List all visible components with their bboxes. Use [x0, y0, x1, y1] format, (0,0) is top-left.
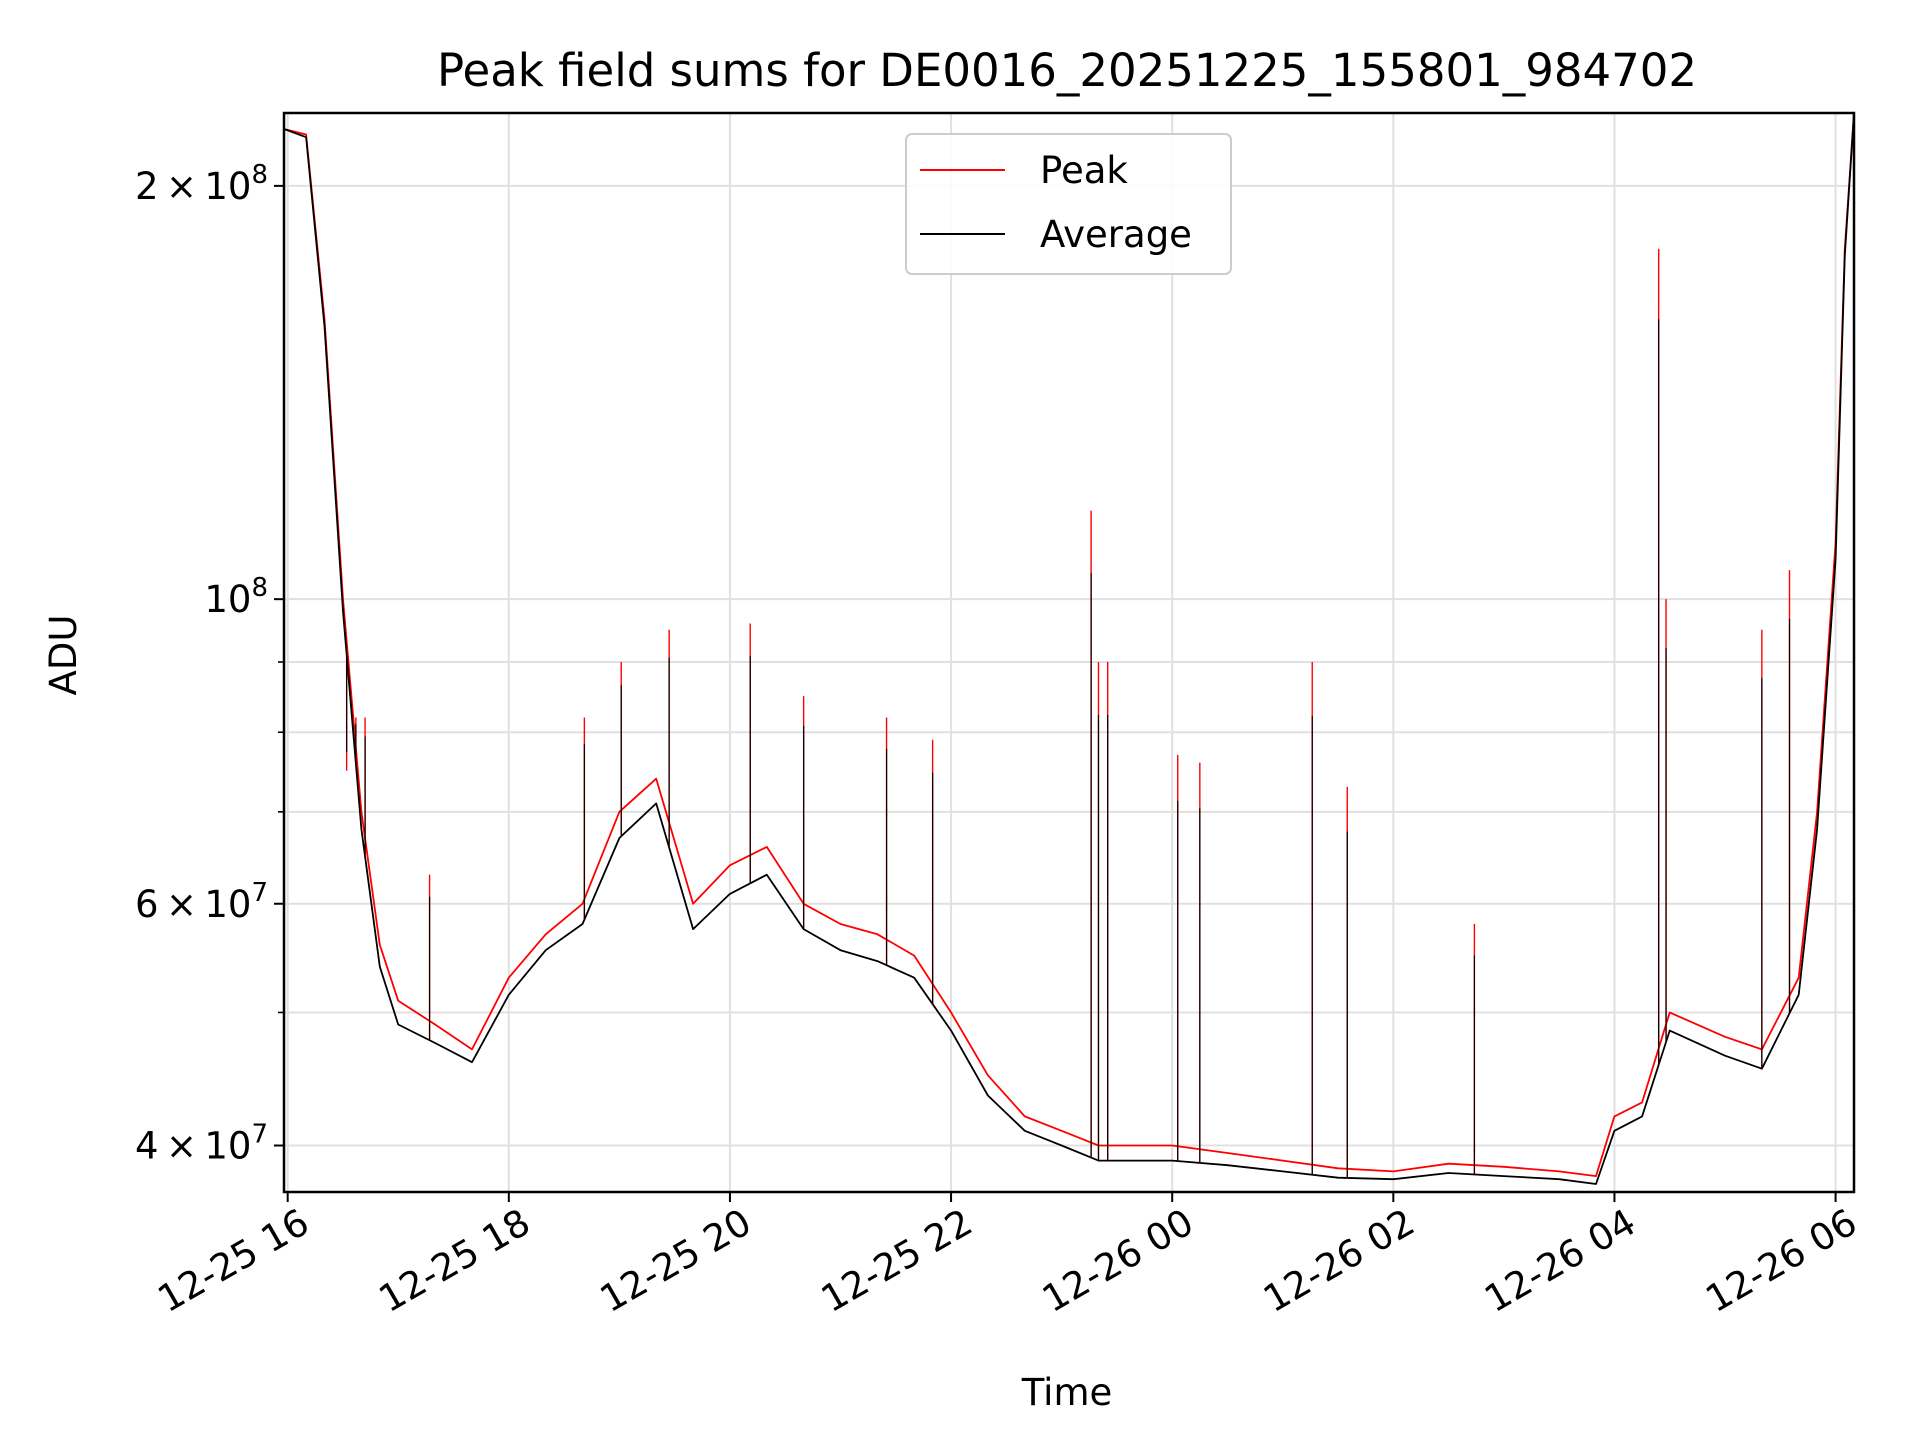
- x-tick-label: 12-26 02: [1256, 1201, 1422, 1321]
- series-line-average: [283, 112, 1855, 1185]
- series-lines: [283, 112, 1855, 1185]
- x-tick-label: 12-26 00: [1035, 1201, 1201, 1321]
- y-tick-label: 2 × 108: [135, 160, 268, 208]
- y-tick-label: 6 × 107: [135, 878, 268, 926]
- x-tick-label: 12-25 16: [151, 1201, 317, 1321]
- x-tick-label: 12-26 04: [1477, 1201, 1643, 1321]
- chart-title: Peak field sums for DE0016_20251225_1558…: [437, 44, 1697, 97]
- plot-frame: [282, 111, 1856, 1194]
- x-axis-label: Time: [1021, 1371, 1113, 1414]
- series-line-peak: [283, 112, 1855, 1177]
- y-tick-label: 4 × 107: [135, 1120, 268, 1168]
- y-axis-label: ADU: [42, 615, 85, 696]
- grid-lines: [284, 113, 1854, 1192]
- x-tick-label: 12-25 18: [372, 1201, 538, 1321]
- legend-label-peak: Peak: [1040, 149, 1128, 192]
- x-tick-label: 12-26 06: [1699, 1201, 1865, 1321]
- x-tick-label: 12-25 20: [593, 1201, 759, 1321]
- legend: Peak Average: [905, 133, 1232, 275]
- y-tick-label: 108: [204, 573, 268, 621]
- legend-label-average: Average: [1040, 213, 1192, 256]
- x-tick-label: 12-25 22: [814, 1201, 980, 1321]
